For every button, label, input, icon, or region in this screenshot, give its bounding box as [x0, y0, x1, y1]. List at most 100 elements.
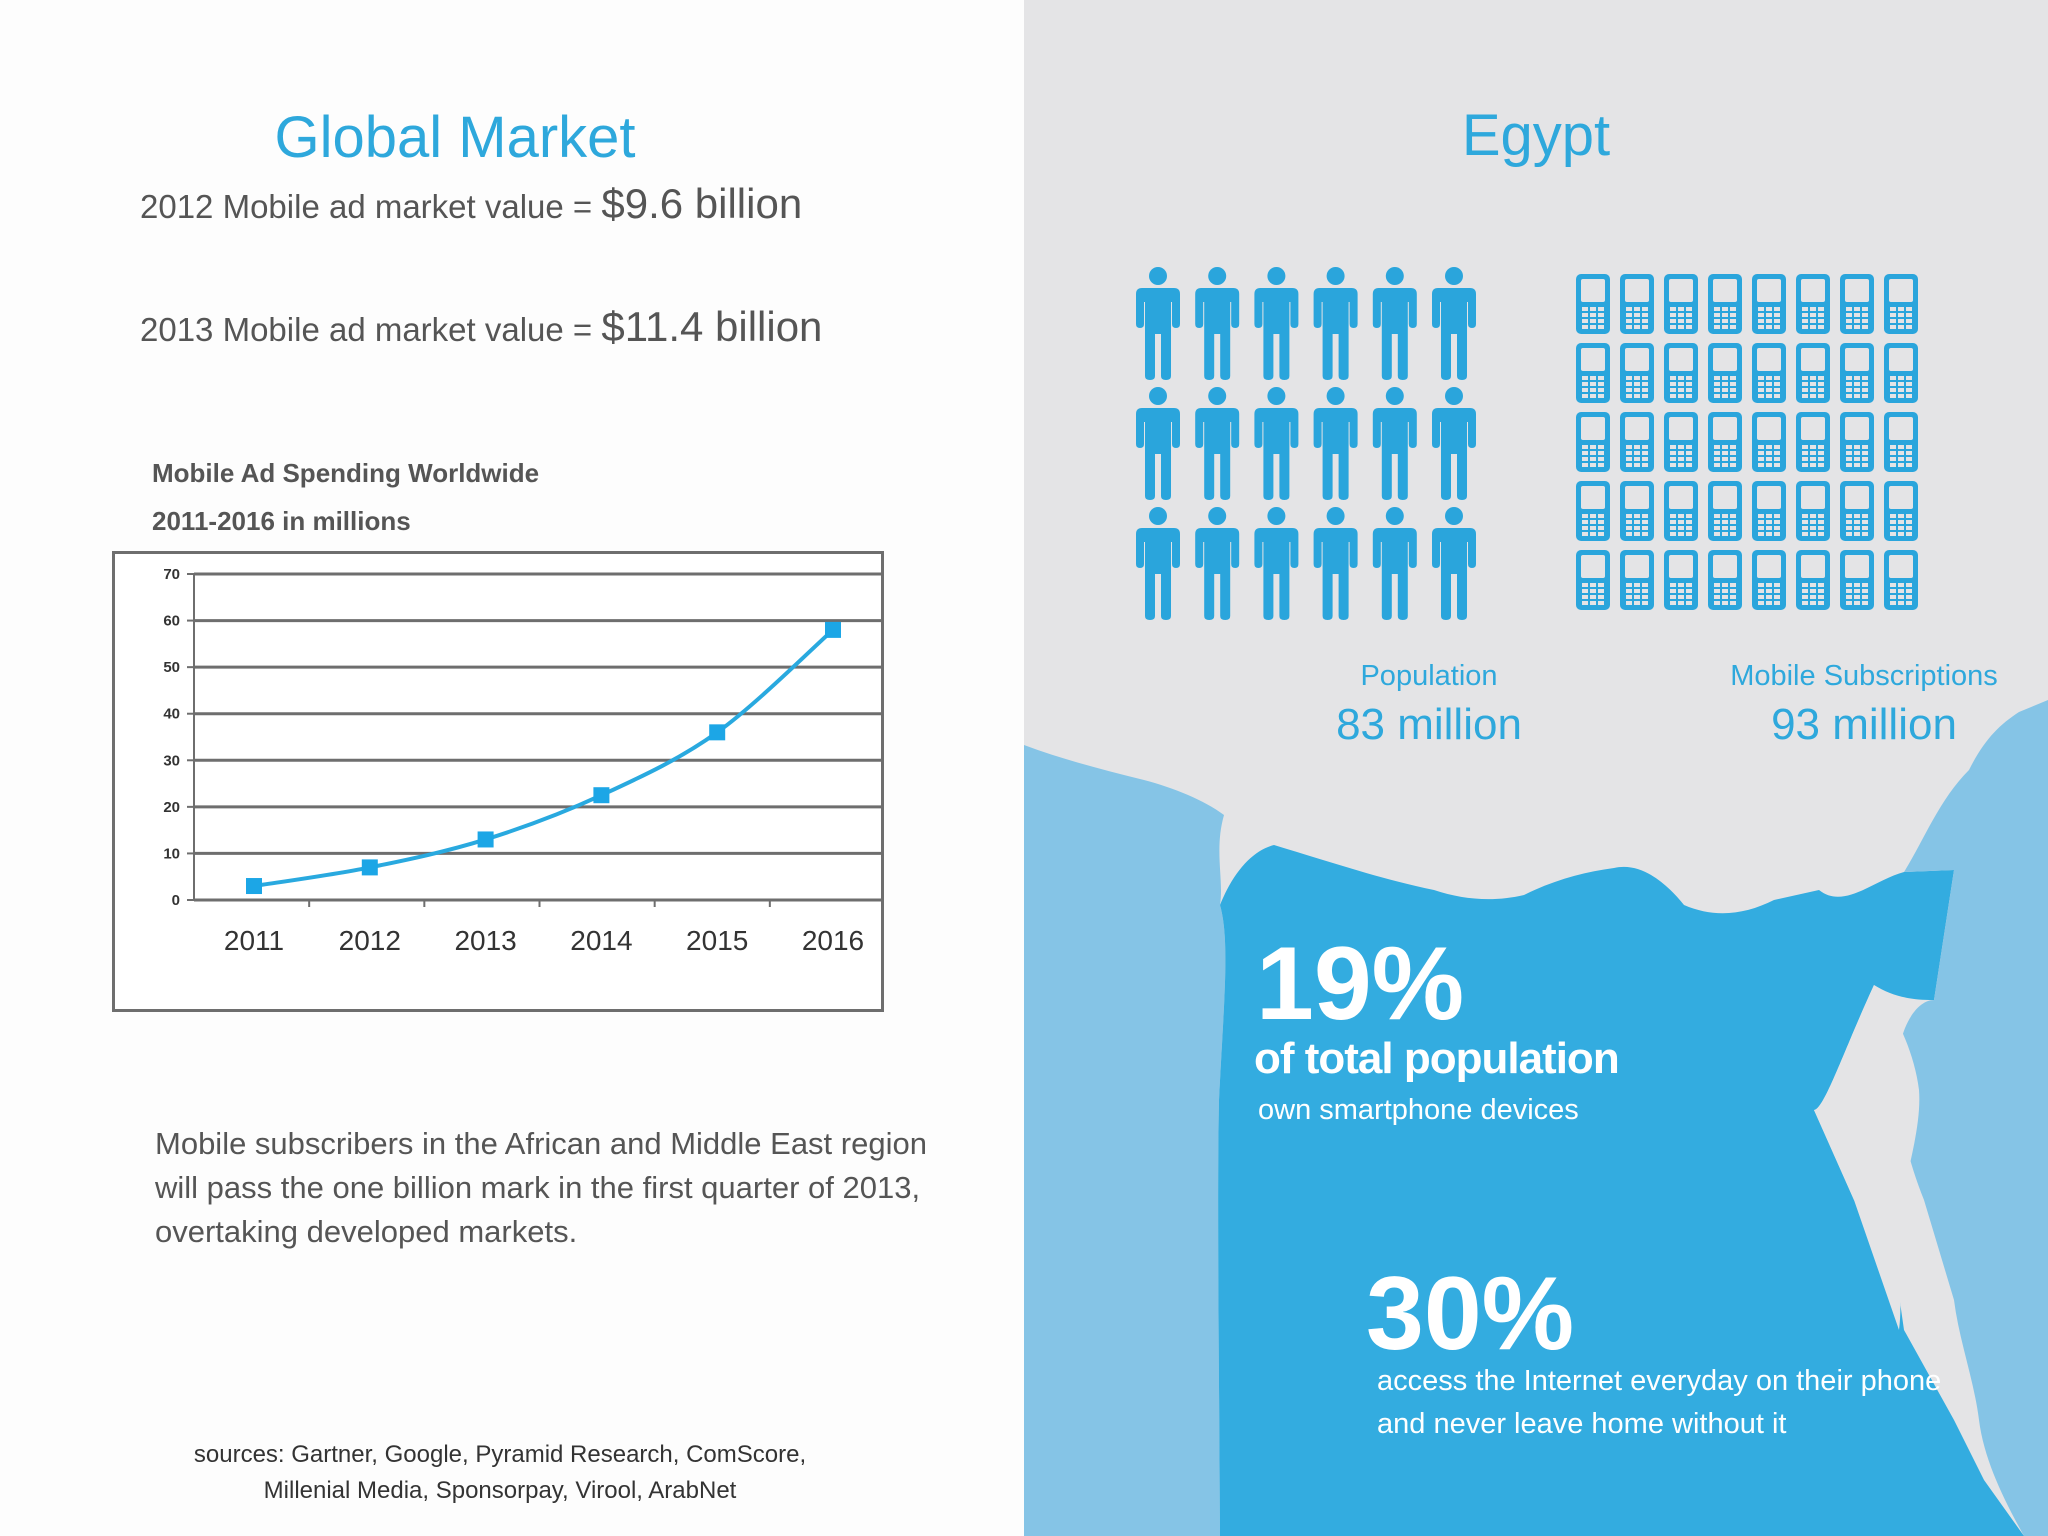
- y-tick-label: 40: [163, 706, 180, 723]
- x-tick-label: 2016: [802, 925, 864, 956]
- egypt-panel: Egypt Population 83 million Mobile Subsc…: [1024, 0, 2048, 1536]
- phone-icon: [1576, 343, 1610, 403]
- person-icon: [1432, 507, 1476, 620]
- phone-icon: [1708, 550, 1742, 610]
- global-market-panel: Global Market 2012 Mobile ad market valu…: [100, 105, 927, 1509]
- phone-icon: [1620, 412, 1654, 472]
- y-tick-label: 50: [163, 659, 180, 676]
- egypt-title: Egypt: [1461, 103, 1611, 168]
- sources-text: sources: Gartner, Google, Pyramid Resear…: [100, 1437, 900, 1509]
- chart-subtitle: 2011-2016 in millions: [152, 506, 411, 536]
- y-tick-label: 20: [163, 799, 180, 816]
- phone-icon: [1620, 343, 1654, 403]
- phone-icon: [1840, 481, 1874, 541]
- person-icon: [1136, 267, 1180, 380]
- phone-icon: [1752, 550, 1786, 610]
- person-icon: [1195, 267, 1240, 380]
- chart-gridlines: [187, 572, 881, 902]
- subscribers-note: Mobile subscribers in the African and Mi…: [155, 1126, 927, 1249]
- phone-icon: [1796, 481, 1830, 541]
- internet-percent: 30%: [1366, 1256, 1575, 1372]
- phone-icon: [1576, 274, 1610, 334]
- data-point: [477, 831, 494, 848]
- x-tick-label: 2012: [339, 925, 401, 956]
- person-icon: [1432, 267, 1476, 380]
- phone-icon: [1664, 550, 1698, 610]
- subscriptions-label: Mobile Subscriptions: [1730, 660, 1998, 692]
- person-icon: [1372, 267, 1417, 380]
- y-tick-label: 60: [163, 613, 180, 630]
- x-tick-label: 2014: [570, 925, 632, 956]
- egypt-map: [1024, 700, 2048, 1536]
- phone-icon: [1884, 274, 1918, 334]
- y-tick-label: 30: [163, 752, 180, 769]
- map-land-west: [1024, 745, 1226, 1536]
- market-value-2012: 2012 Mobile ad market value = $9.6 billi…: [140, 180, 802, 228]
- phone-icon: [1664, 481, 1698, 541]
- market-value-2012-amount: $9.6 billion: [601, 180, 803, 227]
- phone-icon: [1796, 550, 1830, 610]
- phone-icon: [1840, 274, 1874, 334]
- person-icon: [1313, 267, 1358, 380]
- phone-icon: [1620, 550, 1654, 610]
- data-point: [361, 859, 378, 876]
- mobile-subscription-phone-icons: [1576, 274, 1918, 610]
- phone-icon: [1840, 412, 1874, 472]
- data-point: [246, 878, 262, 895]
- x-tick-label: 2015: [686, 925, 748, 956]
- internet-percent-caption: access the Internet everyday on their ph…: [1377, 1365, 1942, 1440]
- phone-icon: [1708, 274, 1742, 334]
- subscriptions-value: 93 million: [1771, 700, 1957, 749]
- population-people-icons: [1136, 267, 1476, 620]
- x-tick-label: 2011: [224, 925, 284, 956]
- phone-icon: [1884, 481, 1918, 541]
- person-icon: [1254, 507, 1299, 620]
- population-value: 83 million: [1336, 700, 1522, 749]
- phone-icon: [1576, 550, 1610, 610]
- phone-icon: [1840, 343, 1874, 403]
- phone-icon: [1664, 274, 1698, 334]
- phone-icon: [1620, 481, 1654, 541]
- phone-icon: [1708, 481, 1742, 541]
- phone-icon: [1752, 481, 1786, 541]
- phone-icon: [1664, 343, 1698, 403]
- y-tick-label: 10: [163, 845, 180, 862]
- sources-line-1: sources: Gartner, Google, Pyramid Resear…: [193, 1441, 807, 1468]
- market-value-2013-amount: $11.4 billion: [601, 303, 823, 350]
- person-icon: [1372, 387, 1417, 500]
- market-value-2012-label: 2012 Mobile ad market value =: [140, 188, 593, 225]
- phone-icon: [1708, 412, 1742, 472]
- phone-icon: [1576, 412, 1610, 472]
- market-value-2013: 2013 Mobile ad market value = $11.4 bill…: [140, 303, 822, 351]
- chart-title: Mobile Ad Spending Worldwide: [152, 458, 540, 488]
- person-icon: [1254, 387, 1299, 500]
- phone-icon: [1884, 412, 1918, 472]
- person-icon: [1432, 387, 1476, 500]
- data-point: [593, 787, 610, 804]
- phone-icon: [1620, 274, 1654, 334]
- smartphone-percent-caption: of total population: [1254, 1034, 1620, 1083]
- person-icon: [1136, 387, 1180, 500]
- data-point: [709, 724, 726, 741]
- smartphone-percent: 19%: [1256, 926, 1465, 1042]
- y-tick-label: 0: [172, 892, 180, 909]
- phone-icon: [1840, 550, 1874, 610]
- data-point: [825, 621, 841, 638]
- person-icon: [1372, 507, 1417, 620]
- person-icon: [1136, 507, 1180, 620]
- person-icon: [1313, 507, 1358, 620]
- phone-icon: [1752, 343, 1786, 403]
- population-label: Population: [1360, 660, 1498, 692]
- phone-icon: [1884, 343, 1918, 403]
- ad-spending-line-chart: 0 10 20 30 40 50 60 70 2011 2012 2013 2014 2015 2016: [163, 566, 881, 956]
- map-land-east: [1897, 700, 2048, 1536]
- person-icon: [1195, 507, 1240, 620]
- market-value-2013-label: 2013 Mobile ad market value =: [140, 311, 593, 348]
- phone-icon: [1796, 343, 1830, 403]
- phone-icon: [1752, 412, 1786, 472]
- smartphone-percent-subcaption: own smartphone devices: [1258, 1094, 1579, 1126]
- phone-icon: [1576, 481, 1610, 541]
- chart-frame: 0 10 20 30 40 50 60 70 2011 2012 2013 2014 2015 2016: [112, 551, 884, 1012]
- global-market-title: Global Market: [274, 105, 636, 170]
- person-icon: [1313, 387, 1358, 500]
